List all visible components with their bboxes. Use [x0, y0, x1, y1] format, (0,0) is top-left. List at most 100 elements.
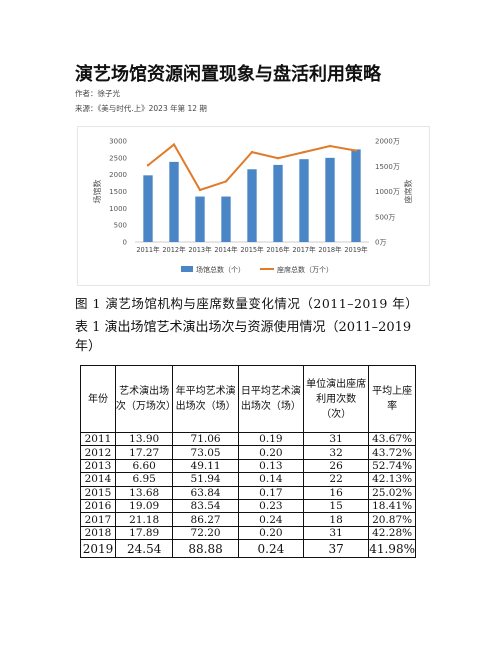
table-header-cell: 日平均艺术演出场次（场） — [237, 365, 304, 433]
table-header-cell: 年平均艺术演出场次（场） — [172, 365, 239, 433]
y2-tick-label: 500万 — [375, 213, 395, 221]
data-table: 年份 艺术演出场次（万场次） 年平均艺术演出场次（场） 日平均艺术演出场次（场） 单位演… — [80, 365, 416, 559]
bar — [273, 164, 283, 242]
table-cell: 83.54 — [172, 498, 239, 514]
y-tick-label: 0 — [123, 239, 127, 247]
table-cell: 0.20 — [237, 525, 304, 541]
table-header-cell: 平均上座率 — [368, 365, 416, 433]
x-tick-label: 2013年 — [188, 245, 212, 254]
table-cell: 2013 — [80, 458, 116, 474]
y-tick-label: 1000 — [109, 205, 127, 213]
x-tick-label: 2011年 — [136, 245, 160, 254]
x-tick-label: 2018年 — [318, 245, 342, 254]
table-cell: 63.84 — [172, 485, 239, 500]
table-row: 2015 13.68 63.84 0.17 16 25.02% — [80, 485, 416, 500]
table-cell: 31 — [302, 525, 370, 541]
table-cell: 42.13% — [368, 472, 416, 487]
table-cell: 0.14 — [237, 472, 304, 487]
legend-label: 座席总数（万个） — [277, 265, 333, 274]
line-point — [302, 150, 306, 154]
table-cell: 2015 — [80, 485, 116, 500]
table-cell: 2012 — [80, 445, 116, 460]
table-cell: 43.67% — [368, 431, 416, 447]
table-caption: 表 1 演出场馆艺术演出场次与资源使用情况（2011–2019 年） — [75, 320, 412, 354]
source-line: 来源：《美与时代.上》2023 年第 12 期 — [75, 104, 207, 113]
table-cell: 41.98% — [368, 539, 416, 559]
y-tick-label: 500 — [114, 222, 127, 230]
table-cell: 0.13 — [237, 458, 304, 474]
line-point — [224, 180, 228, 183]
table-cell: 0.17 — [237, 485, 304, 500]
line-point — [172, 143, 176, 146]
combo-chart: 场馆数 座席数 0 500 1000 1500 2000 2500 3000 0万 500万 1000… — [92, 138, 413, 275]
y2-tick-label: 0万 — [375, 239, 386, 247]
line-point — [354, 149, 358, 152]
table-cell: 25.02% — [368, 485, 416, 500]
table-cell: 86.27 — [172, 512, 239, 527]
table-cell: 6.60 — [114, 458, 174, 474]
table-row: 2019 24.54 88.88 0.24 37 41.98% — [80, 539, 416, 559]
table-cell: 6.95 — [114, 472, 174, 487]
table-cell: 32 — [302, 445, 370, 460]
table-cell: 0.20 — [237, 445, 304, 460]
table-cell: 2017 — [80, 512, 116, 527]
table-cell: 18.41% — [368, 498, 416, 514]
line-point — [328, 144, 332, 148]
bar — [221, 196, 231, 242]
bar — [325, 157, 335, 242]
article-title: 演艺场馆资源闲置现象与盘活利用策略 — [75, 64, 381, 85]
figure-caption: 图 1 演艺场馆机构与座席数量变化情况（2011–2019 年） — [75, 296, 419, 311]
table-cell: 24.54 — [114, 539, 174, 559]
table-header-row: 年份 艺术演出场次（万场次） 年平均艺术演出场次（场） 日平均艺术演出场次（场） 单位演… — [80, 365, 416, 433]
table-cell: 2019 — [80, 539, 116, 559]
chart-figure: 场馆数 座席数 0 500 1000 1500 2000 2500 3000 0万 500万 1000… — [77, 126, 430, 286]
table-cell: 0.23 — [237, 498, 304, 514]
table-cell: 0.24 — [237, 539, 304, 559]
table-cell: 21.18 — [114, 512, 174, 527]
table-cell: 13.68 — [114, 485, 174, 500]
x-tick-label: 2017年 — [292, 245, 316, 254]
y-tick-label: 2000 — [109, 171, 127, 179]
table-cell: 37 — [302, 539, 370, 559]
table-row: 2012 17.27 73.05 0.20 32 43.72% — [80, 445, 416, 460]
table-row: 2011 13.90 71.06 0.19 31 43.67% — [80, 431, 416, 447]
table-cell: 2014 — [80, 472, 116, 487]
table-row: 2013 6.60 49.11 0.13 26 52.74% — [80, 458, 416, 474]
x-tick-label: 2016年 — [266, 245, 290, 254]
y2-tick-label: 1500万 — [375, 163, 400, 171]
y2-tick-label: 1000万 — [375, 188, 400, 196]
bar — [247, 169, 257, 242]
y-axis-title: 场馆数 — [92, 180, 102, 204]
table-cell: 17.27 — [114, 445, 174, 460]
table-cell: 15 — [302, 498, 370, 514]
table-cell: 22 — [302, 472, 370, 487]
x-tick-label: 2012年 — [162, 245, 186, 254]
line-point — [276, 156, 280, 160]
author-line: 作者：徐子光 — [75, 89, 120, 98]
table-cell: 71.06 — [172, 431, 239, 447]
table-header-cell: 年份 — [80, 365, 116, 433]
table-cell: 42.28% — [368, 525, 416, 541]
table-cell: 31 — [302, 431, 370, 447]
bar — [195, 196, 205, 242]
bar — [299, 159, 309, 242]
table-cell: 51.94 — [172, 472, 239, 487]
bar — [351, 149, 361, 242]
table-cell: 52.74% — [368, 458, 416, 474]
legend-label: 场馆总数（个） — [196, 265, 245, 274]
bar — [169, 161, 179, 242]
y-tick-label: 2500 — [109, 154, 127, 162]
x-tick-label: 2015年 — [240, 245, 264, 254]
bar — [143, 175, 153, 242]
table-row: 2017 21.18 86.27 0.24 18 20.87% — [80, 512, 416, 527]
table-cell: 2011 — [80, 431, 116, 447]
table-header-cell: 单位演出座席利用次数（次） — [302, 365, 370, 433]
table-cell: 17.89 — [114, 525, 174, 541]
y2-axis-title: 座席数 — [403, 180, 413, 204]
table-cell: 2016 — [80, 498, 116, 514]
table-header-cell: 艺术演出场次（万场次） — [114, 365, 176, 433]
table-cell: 19.09 — [114, 498, 174, 514]
table-cell: 26 — [302, 458, 370, 474]
y2-tick-label: 2000万 — [375, 138, 400, 146]
table-cell: 13.90 — [114, 431, 174, 447]
